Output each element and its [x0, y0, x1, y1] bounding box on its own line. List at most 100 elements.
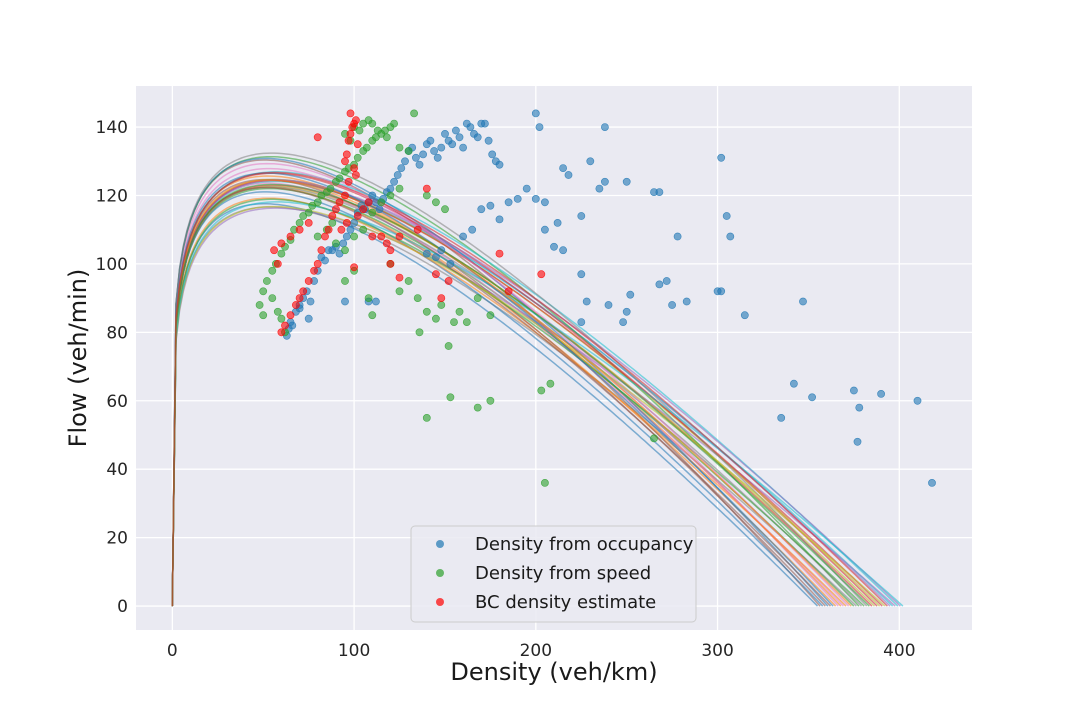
data-point — [386, 246, 395, 255]
data-point — [273, 259, 282, 268]
data-point — [853, 437, 862, 446]
data-point — [395, 232, 404, 241]
data-point — [850, 386, 858, 395]
fitted-curves — [171, 152, 904, 607]
data-point — [368, 191, 377, 200]
data-point — [335, 198, 344, 207]
data-point — [415, 328, 424, 337]
data-point — [404, 147, 413, 155]
data-point — [364, 198, 373, 207]
data-point — [726, 232, 735, 241]
data-point — [601, 123, 609, 131]
data-point — [331, 205, 340, 214]
data-point — [341, 246, 349, 255]
data-point — [337, 225, 346, 234]
data-point — [317, 246, 326, 255]
data-point — [448, 140, 457, 149]
data-point — [668, 301, 676, 309]
data-point — [353, 140, 362, 149]
data-point — [601, 177, 609, 186]
data-point — [437, 301, 446, 309]
data-point — [355, 126, 364, 135]
data-point — [382, 239, 391, 248]
legend: Density from occupancy Density from spee… — [410, 525, 697, 623]
data-point — [559, 164, 567, 172]
data-point — [404, 277, 413, 285]
legend-marker-occupancy — [436, 540, 444, 548]
data-point — [431, 253, 440, 261]
data-point — [586, 157, 595, 166]
fitted-curve — [171, 197, 847, 607]
data-point — [397, 164, 406, 172]
data-point — [546, 379, 555, 388]
legend-box — [410, 525, 697, 623]
data-point — [422, 413, 431, 422]
data-point — [341, 277, 349, 285]
data-point — [626, 290, 635, 299]
data-point — [622, 307, 631, 316]
data-point — [324, 225, 333, 234]
data-point — [468, 225, 477, 234]
data-point — [777, 413, 786, 422]
data-point — [740, 311, 749, 320]
legend-marker-speed — [436, 569, 444, 577]
data-point — [662, 277, 671, 285]
x-tick-labels: 0 100 200 300 400 — [167, 641, 916, 661]
data-point — [259, 287, 268, 296]
y-tick-label: 60 — [106, 392, 128, 412]
data-point — [422, 191, 431, 200]
data-point — [321, 256, 329, 265]
data-point — [277, 314, 286, 323]
data-point — [313, 198, 322, 207]
data-point — [504, 198, 513, 207]
data-point — [286, 311, 295, 320]
data-point — [413, 225, 422, 234]
data-point — [341, 157, 349, 166]
data-point — [431, 198, 440, 207]
data-point — [855, 403, 864, 412]
data-point — [577, 270, 586, 279]
data-point — [382, 133, 391, 142]
data-point — [604, 301, 613, 309]
data-point — [466, 123, 475, 131]
data-point — [368, 119, 377, 128]
y-tick-label: 40 — [106, 460, 128, 480]
data-point — [582, 297, 591, 306]
data-point — [446, 393, 455, 402]
data-point — [480, 119, 489, 128]
data-point — [262, 277, 271, 285]
data-point — [377, 232, 386, 241]
y-tick-label: 0 — [117, 597, 128, 617]
data-point — [537, 270, 546, 279]
data-point — [304, 314, 313, 323]
data-point — [368, 311, 377, 320]
data-point — [550, 242, 558, 251]
data-point — [286, 232, 295, 241]
data-point — [477, 205, 486, 214]
data-point — [346, 225, 355, 234]
data-point — [928, 478, 936, 487]
data-point — [342, 150, 351, 159]
data-point — [362, 143, 371, 152]
data-point — [386, 259, 395, 268]
x-tick-label: 200 — [520, 641, 552, 661]
data-point — [277, 328, 286, 337]
data-point — [295, 225, 304, 234]
data-point — [344, 177, 353, 186]
data-point — [386, 191, 395, 200]
data-point — [373, 126, 382, 135]
data-point — [422, 307, 431, 316]
data-point — [268, 266, 277, 275]
data-point — [350, 232, 358, 241]
data-point — [722, 212, 731, 220]
data-point — [259, 311, 268, 320]
data-point — [270, 246, 278, 255]
data-point — [277, 249, 286, 258]
data-point — [310, 266, 318, 275]
data-point — [650, 434, 658, 443]
data-point — [522, 184, 531, 193]
data-point — [541, 478, 549, 487]
data-point — [619, 318, 627, 326]
fitted-curve — [171, 186, 832, 607]
